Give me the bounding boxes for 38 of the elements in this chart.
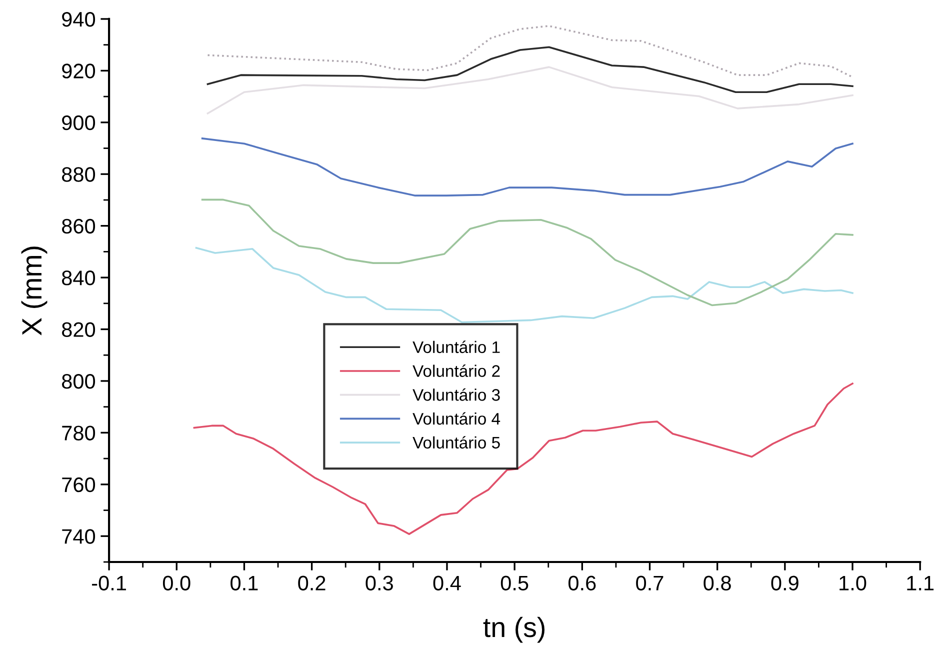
x-tick-label: 0.1 <box>230 576 258 590</box>
x-tick-label: 0.9 <box>771 576 798 590</box>
legend-label: Voluntário 5 <box>412 436 500 449</box>
line-series <box>201 138 854 196</box>
line-series <box>206 25 854 78</box>
legend-label: Voluntário 1 <box>412 340 500 354</box>
x-tick-label: 1.0 <box>840 576 866 590</box>
x-tick-label: -0.1 <box>92 576 126 590</box>
x-tick-label: 0.6 <box>568 576 596 590</box>
y-tick-label: 880 <box>62 167 96 182</box>
y-tick-label: 780 <box>62 426 96 440</box>
x-tick-label: 0.7 <box>636 576 664 590</box>
legend-label: Voluntário 3 <box>412 388 500 401</box>
x-axis-title: tn (s) <box>483 616 544 643</box>
y-tick-label: 860 <box>62 218 96 234</box>
y-tick-label: 920 <box>62 64 96 78</box>
y-tick-label: 760 <box>62 477 96 492</box>
x-tick-label: 0.3 <box>366 576 393 590</box>
y-tick-label: 800 <box>62 374 96 389</box>
y-axis-title: X (mm) <box>21 246 48 336</box>
x-tick-label: 1.1 <box>907 576 934 590</box>
y-tick-label: 940 <box>62 12 96 27</box>
y-tick-label: 840 <box>62 270 96 286</box>
y-tick-label: 900 <box>62 115 96 130</box>
x-tick-label: 0.4 <box>433 576 461 590</box>
line-series <box>201 198 854 306</box>
line-series <box>195 246 854 324</box>
line-series <box>193 382 854 535</box>
line-series <box>206 66 854 114</box>
x-tick-label: 0.8 <box>704 576 731 590</box>
y-tick-label: 820 <box>62 322 96 338</box>
x-tick-label: 0.5 <box>500 576 528 590</box>
legend-label: Voluntário 4 <box>412 412 500 425</box>
line-series <box>206 46 854 94</box>
y-tick-label: 740 <box>62 529 96 544</box>
legend-label: Voluntário 2 <box>412 364 500 377</box>
x-tick-label: 0.0 <box>162 576 190 590</box>
x-tick-label: 0.2 <box>298 576 326 590</box>
